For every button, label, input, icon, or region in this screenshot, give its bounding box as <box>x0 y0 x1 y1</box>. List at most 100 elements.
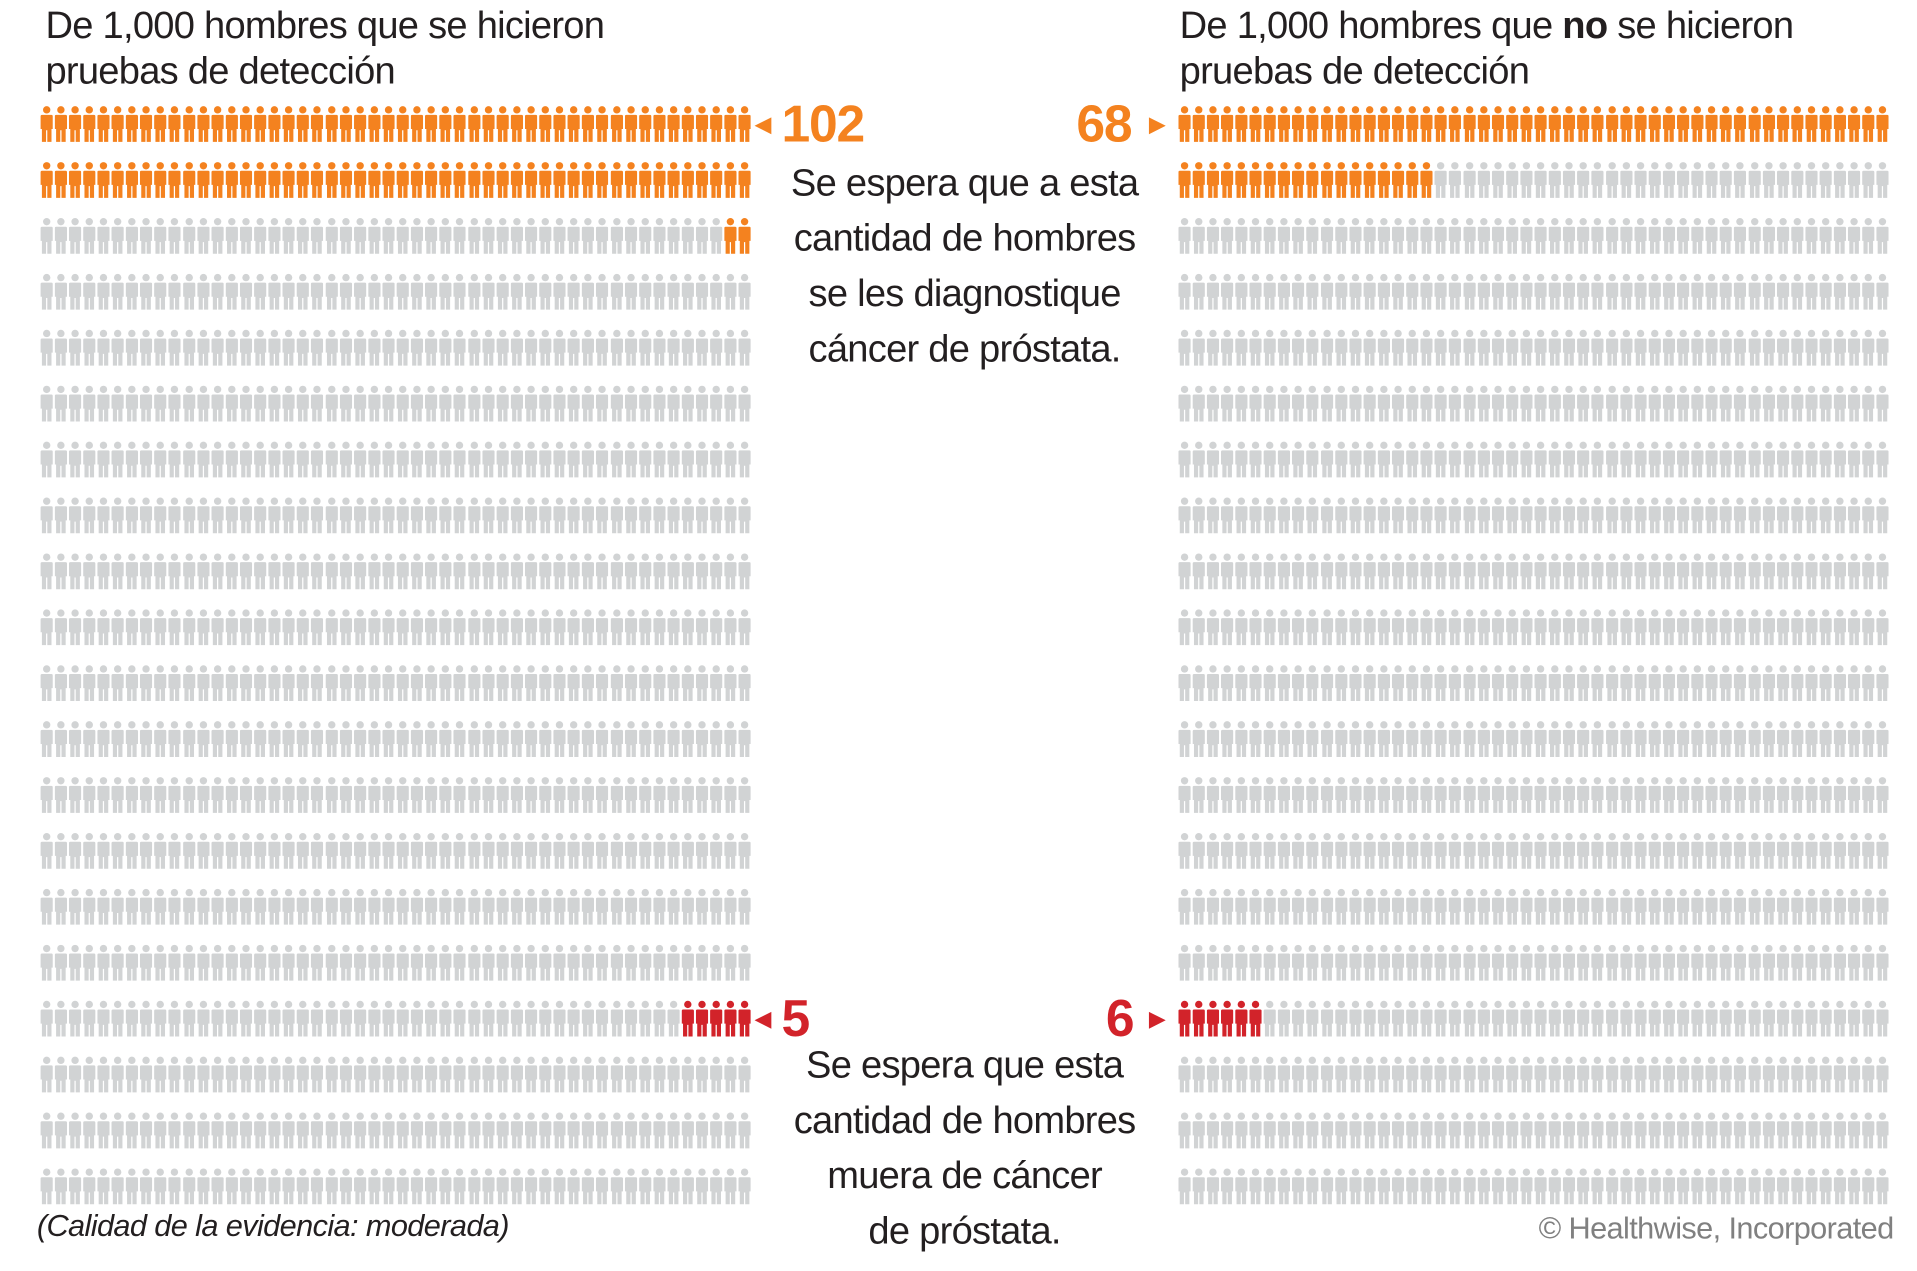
person-icon <box>453 777 466 813</box>
person-icon <box>1192 553 1205 590</box>
person-icon <box>1477 1168 1490 1205</box>
person-icon <box>354 497 367 534</box>
person-icon-diagnosed <box>296 106 309 142</box>
person-icon <box>1192 1112 1205 1149</box>
person-icon <box>1847 273 1861 310</box>
person-icon <box>1448 944 1461 981</box>
person-icon <box>268 1168 281 1205</box>
person-icon <box>268 441 281 478</box>
person-icon <box>1206 329 1220 366</box>
person-icon-diagnosed <box>183 106 196 142</box>
person-icon <box>1677 553 1690 590</box>
person-icon <box>1705 665 1718 702</box>
person-icon <box>439 833 452 869</box>
person-icon <box>1662 1112 1676 1149</box>
person-icon <box>40 385 53 422</box>
person-icon <box>1662 888 1676 925</box>
person-icon <box>1548 497 1561 534</box>
person-icon <box>1548 553 1561 590</box>
person-icon <box>268 329 281 366</box>
person-icon <box>1192 1056 1205 1093</box>
person-icon <box>1620 1112 1633 1149</box>
person-icon <box>211 441 224 478</box>
person-icon <box>1705 944 1718 981</box>
person-icon <box>1762 665 1776 702</box>
person-icon <box>1762 1168 1776 1205</box>
person-icon <box>1591 1000 1604 1037</box>
person-icon <box>639 721 652 757</box>
person-icon <box>1291 777 1305 813</box>
person-icon <box>524 385 538 422</box>
person-icon <box>681 609 694 646</box>
person-icon <box>1377 1000 1391 1037</box>
person-icon <box>468 385 481 422</box>
person-icon <box>1263 1000 1276 1037</box>
person-icon <box>1634 1000 1647 1037</box>
person-icon <box>667 1168 680 1205</box>
person-icon <box>1620 609 1633 646</box>
person-icon <box>197 833 210 869</box>
person-icon <box>1791 497 1804 534</box>
person-icon <box>610 217 624 254</box>
person-icon <box>1291 721 1305 757</box>
person-icon <box>1391 217 1405 254</box>
person-icon <box>1648 497 1661 534</box>
person-icon <box>1206 441 1220 478</box>
person-icon <box>1862 385 1875 422</box>
person-icon <box>710 888 723 925</box>
person-icon <box>639 833 652 869</box>
person-icon <box>1606 1056 1619 1093</box>
person-icon <box>1791 833 1804 869</box>
person-icon <box>595 1000 609 1037</box>
person-icon-diagnosed <box>1377 162 1391 198</box>
person-icon <box>1520 1000 1533 1037</box>
person-icon <box>1363 497 1376 534</box>
person-icon <box>1520 665 1533 702</box>
person-icon <box>225 1168 238 1205</box>
person-icon <box>310 609 324 646</box>
person-icon <box>97 1168 110 1205</box>
person-icon <box>1277 385 1291 422</box>
person-icon <box>254 944 267 981</box>
person-icon <box>567 385 580 422</box>
person-icon <box>595 441 609 478</box>
person-icon <box>1306 385 1319 422</box>
person-icon <box>1862 721 1875 757</box>
person-icon <box>97 1056 110 1093</box>
person-icon <box>468 497 481 534</box>
person-icon <box>1791 1056 1804 1093</box>
person-icon-diagnosed <box>1320 162 1334 198</box>
person-icon <box>424 609 438 646</box>
person-icon-diagnosed <box>681 106 694 142</box>
person-icon <box>567 217 580 254</box>
person-icon <box>225 553 238 590</box>
person-icon <box>1178 1112 1191 1149</box>
person-icon <box>154 553 167 590</box>
person-icon <box>453 497 466 534</box>
person-icon <box>1534 329 1547 366</box>
person-icon <box>1206 888 1220 925</box>
person-icon <box>553 273 566 310</box>
person-icon <box>1235 1112 1248 1149</box>
person-icon <box>396 329 409 366</box>
person-icon <box>1363 1056 1376 1093</box>
person-icon <box>282 609 295 646</box>
person-icon <box>396 385 409 422</box>
person-icon <box>1249 553 1262 590</box>
person-icon <box>1762 441 1776 478</box>
person-icon-diagnosed <box>396 162 409 198</box>
person-icon-diagnosed <box>496 162 509 198</box>
person-icon-diagnosed <box>111 162 124 198</box>
person-icon <box>1448 441 1461 478</box>
person-icon <box>1862 273 1875 310</box>
person-icon <box>1448 217 1461 254</box>
person-icon <box>1591 385 1604 422</box>
person-icon <box>553 385 566 422</box>
person-icon <box>553 777 566 813</box>
person-icon <box>1819 888 1832 925</box>
person-icon <box>1434 329 1447 366</box>
person-icon <box>1719 833 1732 869</box>
person-icon <box>97 385 110 422</box>
person-icon <box>1291 553 1305 590</box>
person-icon <box>154 1000 167 1037</box>
